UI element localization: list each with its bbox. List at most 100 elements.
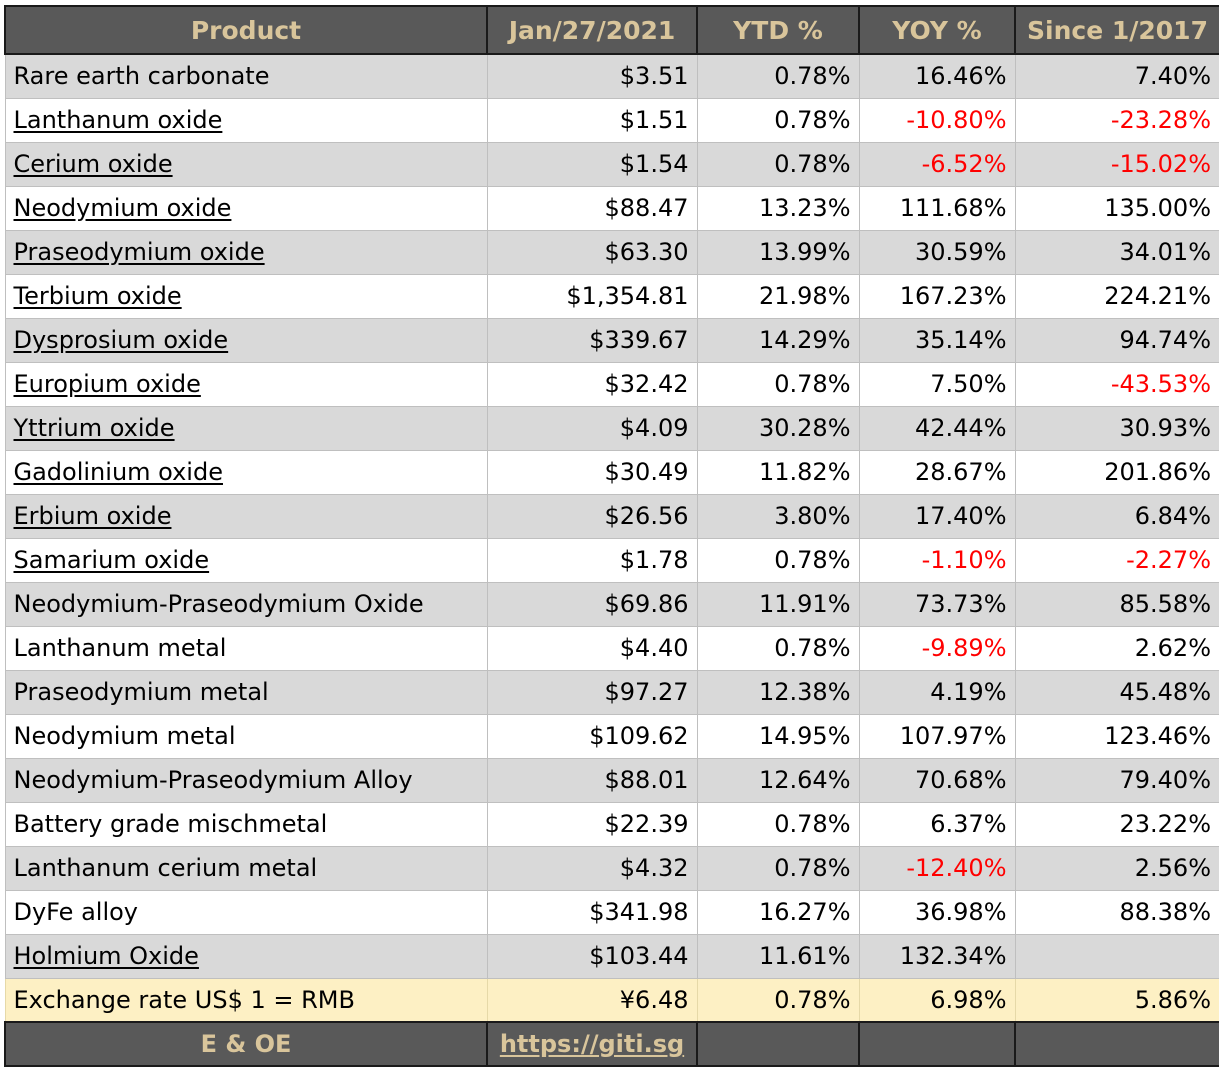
price-cell: $103.44 xyxy=(486,933,698,979)
table-row: Lanthanum cerium metal $4.32 0.78% -12.40% 2… xyxy=(4,845,1219,891)
since-2017-cell: -15.02% xyxy=(1014,141,1219,187)
header-date-price: Jan/27/2021 xyxy=(486,5,698,55)
table-row: Holmium Oxide $103.44 11.61% 132.34% xyxy=(4,933,1219,979)
product-link[interactable]: Neodymium oxide xyxy=(13,194,232,222)
ytd-cell: 11.91% xyxy=(696,581,860,627)
header-since-2017: Since 1/2017 xyxy=(1014,5,1219,55)
ytd-cell: 16.27% xyxy=(696,889,860,935)
yoy-cell: -12.40% xyxy=(858,845,1016,891)
price-cell: $4.32 xyxy=(486,845,698,891)
product-name-cell: Neodymium oxide xyxy=(4,185,488,231)
product-name-cell: Samarium oxide xyxy=(4,537,488,583)
price-cell: $97.27 xyxy=(486,669,698,715)
ytd-cell: 14.29% xyxy=(696,317,860,363)
header-ytd: YTD % xyxy=(696,5,860,55)
product-link[interactable]: Erbium oxide xyxy=(13,502,172,530)
price-cell: $88.47 xyxy=(486,185,698,231)
product-link[interactable]: Lanthanum oxide xyxy=(13,106,223,134)
product-name-cell: Praseodymium metal xyxy=(4,669,488,715)
product-name-cell: DyFe alloy xyxy=(4,889,488,935)
ytd-cell: 0.78% xyxy=(696,97,860,143)
product-link[interactable]: Yttrium oxide xyxy=(13,414,175,442)
product-name-cell: Lanthanum metal xyxy=(4,625,488,671)
ytd-cell: 21.98% xyxy=(696,273,860,319)
since-2017-cell: 85.58% xyxy=(1014,581,1219,627)
table-row: Rare earth carbonate $3.51 0.78% 16.46% 7.40… xyxy=(4,53,1219,99)
price-cell: $109.62 xyxy=(486,713,698,759)
since-2017-cell: -43.53% xyxy=(1014,361,1219,407)
since-2017-cell xyxy=(1014,933,1219,979)
footer-website-link[interactable]: https://giti.sg xyxy=(499,1030,685,1058)
product-link[interactable]: Gadolinium oxide xyxy=(13,458,223,486)
product-link[interactable]: Terbium oxide xyxy=(13,282,182,310)
yoy-cell: -6.52% xyxy=(858,141,1016,187)
price-cell: $341.98 xyxy=(486,889,698,935)
since-2017-cell: -2.27% xyxy=(1014,537,1219,583)
price-cell: $1,354.81 xyxy=(486,273,698,319)
product-link[interactable]: Holmium Oxide xyxy=(13,942,199,970)
product-link[interactable]: Europium oxide xyxy=(13,370,201,398)
ytd-cell: 13.99% xyxy=(696,229,860,275)
since-2017-cell: 224.21% xyxy=(1014,273,1219,319)
since-2017-cell: 30.93% xyxy=(1014,405,1219,451)
footer-disclaimer: E & OE xyxy=(4,1021,488,1067)
product-name-cell: Praseodymium oxide xyxy=(4,229,488,275)
ytd-cell: 0.78% xyxy=(696,141,860,187)
price-cell: $32.42 xyxy=(486,361,698,407)
product-name-cell: Gadolinium oxide xyxy=(4,449,488,495)
footer-empty-cell xyxy=(1014,1021,1219,1067)
product-name-cell: Holmium Oxide xyxy=(4,933,488,979)
table-row: Neodymium-Praseodymium Oxide $69.86 11.91%… xyxy=(4,581,1219,627)
table-row: Dysprosium oxide $339.67 14.29% 35.14% 94.74… xyxy=(4,317,1219,363)
table-row: Neodymium oxide $88.47 13.23% 111.68% 135.00… xyxy=(4,185,1219,231)
ytd-cell: 14.95% xyxy=(696,713,860,759)
ytd-cell: 12.64% xyxy=(696,757,860,803)
table-row: Praseodymium oxide $63.30 13.99% 30.59% 34.0… xyxy=(4,229,1219,275)
product-name: Lanthanum metal xyxy=(13,634,227,662)
exchange-rate-value: ¥6.48 xyxy=(486,977,698,1023)
since-2017-cell: 2.56% xyxy=(1014,845,1219,891)
footer-empty-cell xyxy=(696,1021,860,1067)
yoy-cell: 28.67% xyxy=(858,449,1016,495)
product-link[interactable]: Dysprosium oxide xyxy=(13,326,229,354)
product-link[interactable]: Cerium oxide xyxy=(13,150,173,178)
product-link[interactable]: Praseodymium oxide xyxy=(13,238,265,266)
yoy-cell: 17.40% xyxy=(858,493,1016,539)
product-link[interactable]: Samarium oxide xyxy=(13,546,210,574)
table-row: Gadolinium oxide $30.49 11.82% 28.67% 201.86… xyxy=(4,449,1219,495)
rare-earth-price-table: Product Jan/27/2021 YTD % YOY % Since 1/… xyxy=(4,5,1219,1067)
price-cell: $1.54 xyxy=(486,141,698,187)
product-name: Neodymium-Praseodymium Oxide xyxy=(13,590,424,618)
yoy-cell: 30.59% xyxy=(858,229,1016,275)
table-row: Battery grade mischmetal $22.39 0.78% 6.37%… xyxy=(4,801,1219,847)
product-name-cell: Lanthanum oxide xyxy=(4,97,488,143)
exchange-rate-yoy: 6.98% xyxy=(858,977,1016,1023)
yoy-cell: 36.98% xyxy=(858,889,1016,935)
price-cell: $4.40 xyxy=(486,625,698,671)
price-cell: $88.01 xyxy=(486,757,698,803)
ytd-cell: 0.78% xyxy=(696,845,860,891)
since-2017-cell: 7.40% xyxy=(1014,53,1219,99)
yoy-cell: 70.68% xyxy=(858,757,1016,803)
footer-empty-cell xyxy=(858,1021,1016,1067)
yoy-cell: -1.10% xyxy=(858,537,1016,583)
table-row: Europium oxide $32.42 0.78% 7.50% -43.53% xyxy=(4,361,1219,407)
price-cell: $3.51 xyxy=(486,53,698,99)
yoy-cell: 4.19% xyxy=(858,669,1016,715)
yoy-cell: 35.14% xyxy=(858,317,1016,363)
product-name-cell: Cerium oxide xyxy=(4,141,488,187)
price-cell: $1.78 xyxy=(486,537,698,583)
ytd-cell: 0.78% xyxy=(696,53,860,99)
product-name-cell: Battery grade mischmetal xyxy=(4,801,488,847)
product-name-cell: Erbium oxide xyxy=(4,493,488,539)
product-name: Praseodymium metal xyxy=(13,678,269,706)
since-2017-cell: 6.84% xyxy=(1014,493,1219,539)
yoy-cell: 132.34% xyxy=(858,933,1016,979)
price-cell: $339.67 xyxy=(486,317,698,363)
product-name: Lanthanum cerium metal xyxy=(13,854,318,882)
ytd-cell: 3.80% xyxy=(696,493,860,539)
table-row: Praseodymium metal $97.27 12.38% 4.19% 45.48… xyxy=(4,669,1219,715)
price-cell: $1.51 xyxy=(486,97,698,143)
since-2017-cell: -23.28% xyxy=(1014,97,1219,143)
header-yoy: YOY % xyxy=(858,5,1016,55)
